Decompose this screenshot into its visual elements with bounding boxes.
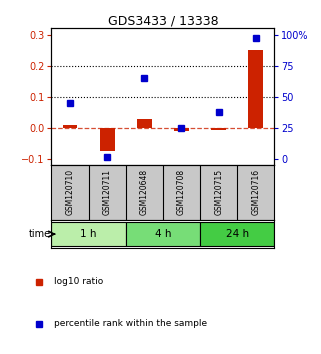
Bar	[100, 128, 115, 150]
Text: GSM120711: GSM120711	[103, 169, 112, 215]
Text: log10 ratio: log10 ratio	[54, 277, 103, 286]
Text: percentile rank within the sample: percentile rank within the sample	[54, 319, 207, 328]
Bar	[137, 119, 152, 128]
Bar	[63, 125, 77, 128]
Text: 24 h: 24 h	[226, 229, 249, 239]
Text: 4 h: 4 h	[155, 229, 171, 239]
Text: GSM120648: GSM120648	[140, 169, 149, 215]
Text: GSM120715: GSM120715	[214, 169, 223, 215]
Text: 1 h: 1 h	[80, 229, 97, 239]
Bar	[51, 222, 126, 246]
Text: GSM120710: GSM120710	[65, 169, 74, 215]
Bar	[174, 128, 189, 131]
Bar	[126, 222, 200, 246]
Title: GDS3433 / 13338: GDS3433 / 13338	[108, 14, 218, 27]
Text: time: time	[29, 229, 51, 239]
Text: GSM120708: GSM120708	[177, 169, 186, 215]
Bar	[248, 50, 263, 128]
Text: GSM120716: GSM120716	[251, 169, 260, 215]
Bar	[200, 222, 274, 246]
Bar	[211, 128, 226, 130]
